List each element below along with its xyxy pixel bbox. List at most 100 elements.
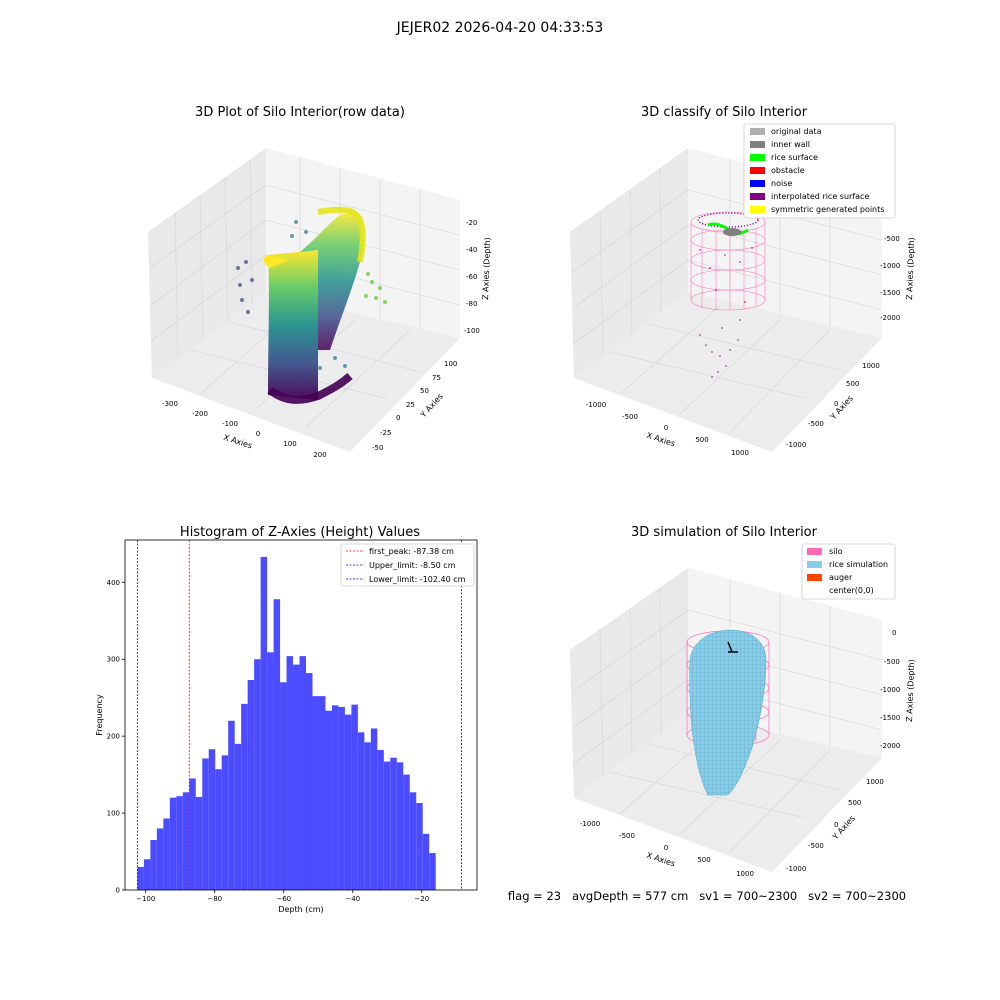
hist-ytick-label: 100 — [107, 810, 120, 818]
raw-xtick: -200 — [192, 410, 208, 418]
hist-bar — [150, 840, 157, 890]
hist-bar — [370, 728, 378, 890]
classify-xtick: 500 — [695, 436, 708, 444]
sim-ztick: -1500 — [880, 714, 900, 722]
legend-label-original-data: original data — [771, 127, 822, 136]
panel-classify-3d: 3D classify of Silo Interior — [570, 105, 916, 457]
panel-simulation-3d: 3D simulation of Silo Interior — [570, 525, 916, 878]
raw-ytick: 25 — [406, 401, 415, 409]
hist-xtick-label: −40 — [345, 895, 360, 903]
raw-ytick: 50 — [420, 387, 429, 395]
hist-bar — [202, 758, 209, 890]
legend-label-obstacle: obstacle — [771, 166, 805, 175]
legend-swatch-inner-wall — [750, 141, 765, 148]
hist-bar — [228, 720, 235, 890]
raw-ytick: 100 — [444, 360, 457, 368]
legend-label-symmetric: symmetric generated points — [771, 205, 884, 214]
hist-ytick-label: 400 — [107, 579, 120, 587]
hist-bar — [195, 796, 203, 890]
hist-bar — [215, 769, 222, 890]
hist-ytick-label: 300 — [107, 656, 120, 664]
panel-classify-legend: original data inner wall rice surface ob… — [743, 123, 896, 219]
classify-ztick: -1500 — [880, 289, 900, 297]
legend-label-rice-surface: rice surface — [771, 153, 818, 162]
classify-xtick: -1000 — [586, 401, 606, 409]
hist-bar — [267, 652, 274, 890]
sim-xtick: 500 — [697, 856, 710, 864]
hist-bar — [299, 656, 307, 890]
figure-suptitle: JEJER02 2026-04-20 04:33:53 — [396, 20, 604, 36]
hist-bar — [383, 761, 391, 890]
legend-swatch-auger — [807, 574, 822, 581]
hist-bar — [403, 774, 410, 890]
sim-ytick: -1000 — [786, 865, 806, 873]
legend-label-center: center(0,0) — [829, 586, 874, 595]
hist-ylabel: Frequency — [95, 694, 104, 736]
raw-ztick: -60 — [466, 273, 477, 281]
sim-ztick: -500 — [884, 658, 900, 666]
hist-frame — [124, 539, 478, 891]
hist-x-ticks: −100 −80 −60 −40 −20 — [136, 890, 429, 903]
hist-bar — [409, 792, 417, 890]
hist-xlabel: Depth (cm) — [278, 905, 323, 914]
classify-ytick: -500 — [808, 420, 824, 428]
hist-xtick-label: −20 — [414, 895, 429, 903]
panel-raw-point-cloud — [236, 206, 387, 404]
raw-ztick: -80 — [466, 300, 477, 308]
hist-bar — [208, 749, 216, 890]
hist-bar — [273, 599, 281, 890]
hist-bar — [364, 742, 371, 890]
hist-bar — [169, 797, 177, 890]
hist-bar — [293, 664, 300, 890]
legend-swatch-rice-simulation — [807, 561, 822, 568]
auger-marker — [727, 641, 738, 653]
panel-classify-title: 3D classify of Silo Interior — [641, 105, 808, 120]
raw-ylabel: Y Axies — [418, 392, 445, 420]
hist-bar — [143, 859, 151, 890]
hist-legend-label-peak: first_peak: -87.38 cm — [369, 547, 454, 556]
classify-xtick: 1000 — [731, 449, 749, 457]
sim-zlabel: Z Axies (Depth) — [905, 659, 916, 722]
raw-xtick: 100 — [283, 440, 296, 448]
sim-ytick: 500 — [848, 799, 861, 807]
sim-xtick: 0 — [664, 844, 668, 852]
classify-ytick: -1000 — [786, 441, 806, 449]
hist-xtick-label: −80 — [207, 895, 222, 903]
raw-ytick: -25 — [380, 429, 391, 437]
raw-ztick: -20 — [466, 219, 477, 227]
raw-ytick: -50 — [372, 444, 383, 452]
legend-swatch-silo — [807, 548, 822, 555]
legend-label-silo: silo — [829, 547, 843, 556]
legend-swatch-rice-surface — [750, 154, 765, 161]
classify-xtick: 0 — [664, 424, 668, 432]
hist-bar — [416, 803, 423, 890]
classify-zlabel: Z Axies (Depth) — [905, 237, 916, 300]
hist-bar — [306, 673, 313, 890]
hist-bar — [351, 704, 358, 890]
hist-bar — [422, 833, 430, 890]
legend-swatch-obstacle — [750, 167, 765, 174]
sim-xtick: 1000 — [736, 870, 754, 878]
panel-simulation-title: 3D simulation of Silo Interior — [631, 525, 818, 540]
raw-xtick: -100 — [222, 420, 238, 428]
sim-ztick: 0 — [892, 629, 896, 637]
hist-bar — [163, 818, 170, 890]
raw-ytick: 75 — [432, 374, 441, 382]
classify-ytick: 1000 — [862, 362, 880, 370]
legend-label-noise: noise — [771, 179, 792, 188]
panel-histogram: Histogram of Z-Axies (Height) Values −10… — [95, 525, 478, 914]
sim-ztick: -1000 — [880, 686, 900, 694]
hist-legend: first_peak: -87.38 cm Upper_limit: -8.50… — [340, 543, 475, 587]
hist-bar — [182, 792, 190, 890]
classify-ytick: 0 — [834, 400, 838, 408]
raw-ztick: -40 — [466, 246, 477, 254]
raw-ztick: -100 — [464, 327, 480, 335]
legend-label-interpolated: interpolated rice surface — [771, 192, 869, 201]
panel-simulation-legend: silo rice simulation auger center(0,0) — [801, 543, 896, 600]
hist-bar — [254, 659, 261, 890]
hist-bar — [312, 696, 319, 890]
hist-bar — [221, 755, 229, 890]
hist-bar — [176, 796, 183, 890]
raw-ytick: 0 — [396, 414, 400, 422]
